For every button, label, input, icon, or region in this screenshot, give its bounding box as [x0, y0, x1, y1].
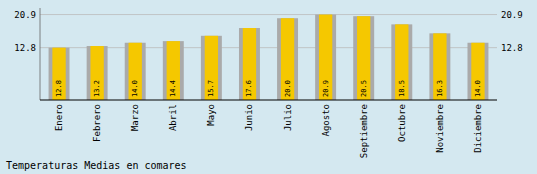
bar-shadow	[391, 24, 412, 100]
bar	[471, 43, 484, 100]
data-label: 20.9	[322, 80, 330, 97]
bar-shadow	[239, 28, 260, 100]
bar-shadow	[353, 16, 374, 100]
y-tick-label: 12.8	[14, 43, 36, 53]
bar	[281, 18, 294, 100]
bar	[129, 43, 142, 100]
data-label: 16.3	[436, 80, 444, 97]
data-label: 18.5	[398, 80, 406, 97]
grid-line	[40, 14, 497, 15]
bar-shadow	[201, 36, 222, 100]
background	[0, 0, 537, 174]
bar	[52, 48, 65, 100]
x-tick-label: Noviembre	[435, 104, 445, 153]
data-label: 14.0	[131, 80, 139, 97]
data-label: 20.0	[284, 80, 292, 97]
bar-shadow	[315, 15, 336, 100]
y2-tick-label: 20.9	[501, 10, 523, 20]
x-tick-label: Octubre	[397, 104, 407, 142]
x-tick-label: Enero	[54, 104, 64, 131]
bar-shadow	[277, 18, 298, 100]
bar-shadow	[429, 33, 450, 100]
title: Temperaturas Medias en comares	[6, 160, 187, 171]
x-tick-label: Diciembre	[473, 104, 483, 153]
bar	[90, 46, 103, 100]
y-tick-label: 20.9	[14, 10, 36, 20]
x-tick-label: Junio	[244, 104, 254, 131]
bar	[167, 41, 180, 100]
x-tick-label: Julio	[283, 104, 293, 131]
y-axis-line	[40, 8, 41, 100]
data-label: 14.4	[169, 80, 177, 97]
bar	[357, 16, 370, 100]
x-tick-label: Septiembre	[359, 104, 369, 158]
chart: 12.8 13.2 14.0 14.4 15.7 17.6 20.0 20.9 20.5 18.5…	[0, 0, 537, 174]
bars	[49, 15, 489, 100]
bar	[319, 15, 332, 100]
bar-shadow	[87, 46, 108, 100]
data-label: 14.0	[474, 80, 482, 97]
x-tick-label: Marzo	[130, 104, 140, 131]
bar-shadow	[49, 48, 70, 100]
data-label: 13.2	[93, 80, 101, 97]
bar	[243, 28, 256, 100]
bar	[205, 36, 218, 100]
bar	[395, 24, 408, 100]
bar-shadow	[467, 43, 488, 100]
data-label: 17.6	[245, 80, 253, 97]
x-tick-label: Mayo	[206, 104, 216, 126]
data-label: 20.5	[360, 80, 368, 97]
x-axis-line	[40, 100, 497, 101]
bar	[433, 33, 446, 100]
bar-shadow	[125, 43, 146, 100]
x-tick-label: Abril	[168, 104, 178, 131]
grid-line	[40, 47, 497, 48]
data-label: 12.8	[55, 80, 63, 97]
data-label: 15.7	[207, 80, 215, 97]
x-tick-label: Agosto	[321, 104, 331, 137]
bar-shadow	[163, 41, 184, 100]
x-tick-label: Febrero	[92, 104, 102, 142]
y2-tick-label: 12.8	[501, 43, 523, 53]
